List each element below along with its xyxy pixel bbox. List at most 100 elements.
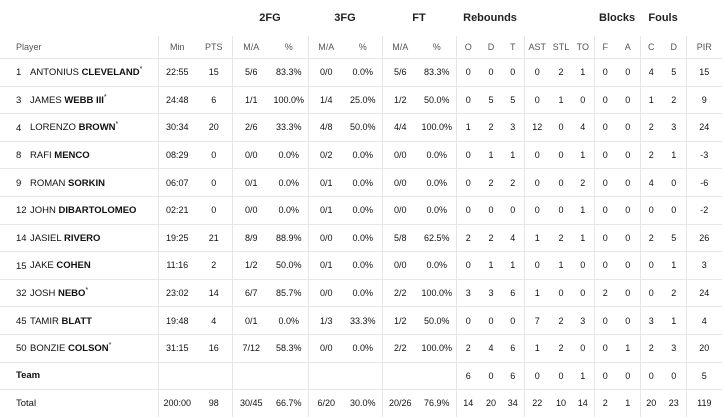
cell-ast: 0 xyxy=(523,140,551,169)
header-reb-t[interactable]: T xyxy=(510,42,516,52)
player-number: 45 xyxy=(16,315,27,327)
player-row[interactable]: 8 RAFI MENCO 08:29 0 0/0 0.0% 0/2 0.0% 0/0 0.0% 0 1… xyxy=(0,140,722,169)
cell-blk-f: 0 xyxy=(593,306,617,335)
cell-pir: 119 xyxy=(685,389,722,417)
header-reb-d[interactable]: D xyxy=(487,42,495,52)
cell-ft-pct: 0.0% xyxy=(418,251,457,280)
player-name[interactable]: 50 BONZIE COLSON* xyxy=(0,333,158,363)
player-row[interactable]: 32 JOSH NEBO* 23:02 14 6/7 85.7% 0/0 0.0% 2/2 100… xyxy=(0,278,722,307)
player-number: 8 xyxy=(16,150,22,162)
player-name[interactable]: 32 JOSH NEBO* xyxy=(0,278,158,307)
cell-stl: 2 xyxy=(550,58,573,87)
player-number: 4 xyxy=(16,122,22,134)
player-row[interactable]: 14 JASIEL RIVERO 19:25 21 8/9 88.9% 0/0 0.0% 5/8… xyxy=(0,223,722,252)
header-foul-c[interactable]: C xyxy=(639,36,663,59)
header-blk-f[interactable]: F xyxy=(593,36,617,59)
header-stl[interactable]: STL xyxy=(552,42,570,52)
cell-min: 08:29 xyxy=(157,140,196,169)
team-row: Team 6 0 6 0 0 1 0 0 0 0 5 xyxy=(0,361,722,390)
cell-ft-pct: 100.0% xyxy=(418,278,457,307)
cell-ft-ma: 0/0 xyxy=(381,168,418,197)
cell-3fg-pct xyxy=(344,361,382,390)
cell-min: 19:48 xyxy=(157,306,196,335)
cell-2fg-ma: 6/7 xyxy=(231,278,270,307)
cell-blk-a: 0 xyxy=(616,58,641,87)
cell-pir: -3 xyxy=(685,140,722,169)
header-ft-ma[interactable]: M/A xyxy=(381,36,418,59)
player-name[interactable]: 3 JAMES WEBB III* xyxy=(0,85,158,114)
header-ast[interactable]: AST xyxy=(523,36,551,59)
player-row[interactable]: 12 JOHN DIBARTOLOMEO 02:21 0 0/0 0.0% 0/1 0.0% 0… xyxy=(0,195,722,225)
cell-min: 22:55 xyxy=(157,58,196,87)
header-pts[interactable]: PTS xyxy=(204,42,223,52)
cell-ast: 0 xyxy=(523,361,551,390)
player-name[interactable]: 14 JASIEL RIVERO xyxy=(0,223,158,252)
player-last-name: BLATT xyxy=(61,315,92,327)
player-name[interactable]: 1 ANTONIUS CLEVELAND* xyxy=(0,58,158,87)
player-name[interactable]: 8 RAFI MENCO xyxy=(0,140,158,169)
cell-foul-c: 0 xyxy=(639,195,663,225)
cell-min: 200:00 xyxy=(157,389,196,417)
player-first-name: LORENZO xyxy=(30,122,76,134)
player-name[interactable]: 12 JOHN DIBARTOLOMEO xyxy=(0,195,158,225)
column-header-row: Player Min PTS M/A% M/A% M/A% O D T AST STL TO F A C D P… xyxy=(0,36,722,59)
header-to[interactable]: TO xyxy=(576,42,589,52)
cell-reb-t: 0 xyxy=(502,58,525,87)
cell-3fg-pct: 0.0% xyxy=(344,251,382,280)
header-player[interactable]: Player xyxy=(16,42,42,52)
cell-2fg-pct: 100.0% xyxy=(270,85,308,114)
player-row[interactable]: 3 JAMES WEBB III* 24:48 6 1/1 100.0% 1/4 25.0% 1… xyxy=(0,85,722,114)
cell-blk-a: 0 xyxy=(616,223,641,252)
cell-3fg-ma: 0/0 xyxy=(307,278,344,307)
player-number: 50 xyxy=(16,343,27,355)
cell-blk-a: 0 xyxy=(616,195,641,225)
group-2fg: 2FG xyxy=(259,12,281,24)
cell-blk-a: 0 xyxy=(616,251,641,280)
player-row[interactable]: 1 ANTONIUS CLEVELAND* 22:55 15 5/6 83.3% 0/0 0.… xyxy=(0,58,722,87)
player-name[interactable]: 9 ROMAN SORKIN xyxy=(0,168,158,197)
header-2fg-ma[interactable]: M/A xyxy=(231,36,270,59)
cell-2fg-ma: 0/0 xyxy=(231,195,270,225)
cell-blk-f: 2 xyxy=(593,278,617,307)
header-blk-a[interactable]: A xyxy=(624,42,631,52)
cell-foul-d: 2 xyxy=(662,278,687,307)
cell-3fg-ma: 0/0 xyxy=(307,58,344,87)
cell-to: 0 xyxy=(572,85,595,114)
group-ft: FT xyxy=(412,12,426,24)
cell-pts: 15 xyxy=(196,58,232,87)
header-foul-d[interactable]: D xyxy=(670,42,678,52)
cell-ft-ma: 5/8 xyxy=(381,223,418,252)
header-2fg-pct[interactable]: % xyxy=(284,42,293,52)
player-name[interactable]: 4 LORENZO BROWN* xyxy=(0,113,158,142)
cell-reb-o: 6 xyxy=(455,361,481,390)
header-ft-pct[interactable]: % xyxy=(432,42,441,52)
cell-stl: 2 xyxy=(550,306,573,335)
cell-ft-pct: 76.9% xyxy=(418,389,457,417)
header-min[interactable]: Min xyxy=(157,36,196,59)
player-name[interactable]: 15 JAKE COHEN xyxy=(0,251,158,280)
player-row[interactable]: 15 JAKE COHEN 11:16 2 1/2 50.0% 0/1 0.0% 0/0 0.0%… xyxy=(0,251,722,280)
player-number: 14 xyxy=(16,232,27,244)
header-3fg-ma[interactable]: M/A xyxy=(307,36,344,59)
cell-3fg-ma: 6/20 xyxy=(307,389,344,417)
cell-pts: 2 xyxy=(196,251,232,280)
cell-ast: 0 xyxy=(523,58,551,87)
header-3fg-pct[interactable]: % xyxy=(358,42,367,52)
cell-to: 1 xyxy=(572,223,595,252)
cell-min: 24:48 xyxy=(157,85,196,114)
cell-reb-t: 1 xyxy=(502,140,525,169)
player-row[interactable]: 50 BONZIE COLSON* 31:15 16 7/12 58.3% 0/0 0.0% 2… xyxy=(0,333,722,363)
cell-ft-ma: 1/2 xyxy=(381,306,418,335)
player-row[interactable]: 4 LORENZO BROWN* 30:34 20 2/6 33.3% 4/8 50.0% 4/… xyxy=(0,113,722,142)
cell-to: 1 xyxy=(572,361,595,390)
cell-min: 02:21 xyxy=(157,195,196,225)
header-pir[interactable]: PIR xyxy=(685,36,722,59)
cell-foul-c: 2 xyxy=(639,333,663,363)
cell-ft-pct: 50.0% xyxy=(418,306,457,335)
player-row[interactable]: 9 ROMAN SORKIN 06:07 0 0/1 0.0% 0/1 0.0% 0/0 0.0%… xyxy=(0,168,722,197)
player-name[interactable]: 45 TAMIR BLATT xyxy=(0,306,158,335)
player-row[interactable]: 45 TAMIR BLATT 19:48 4 0/1 0.0% 1/3 33.3% 1/2 50.… xyxy=(0,306,722,335)
cell-2fg-ma: 7/12 xyxy=(231,333,270,363)
cell-stl: 0 xyxy=(550,140,573,169)
header-reb-o[interactable]: O xyxy=(455,36,481,59)
